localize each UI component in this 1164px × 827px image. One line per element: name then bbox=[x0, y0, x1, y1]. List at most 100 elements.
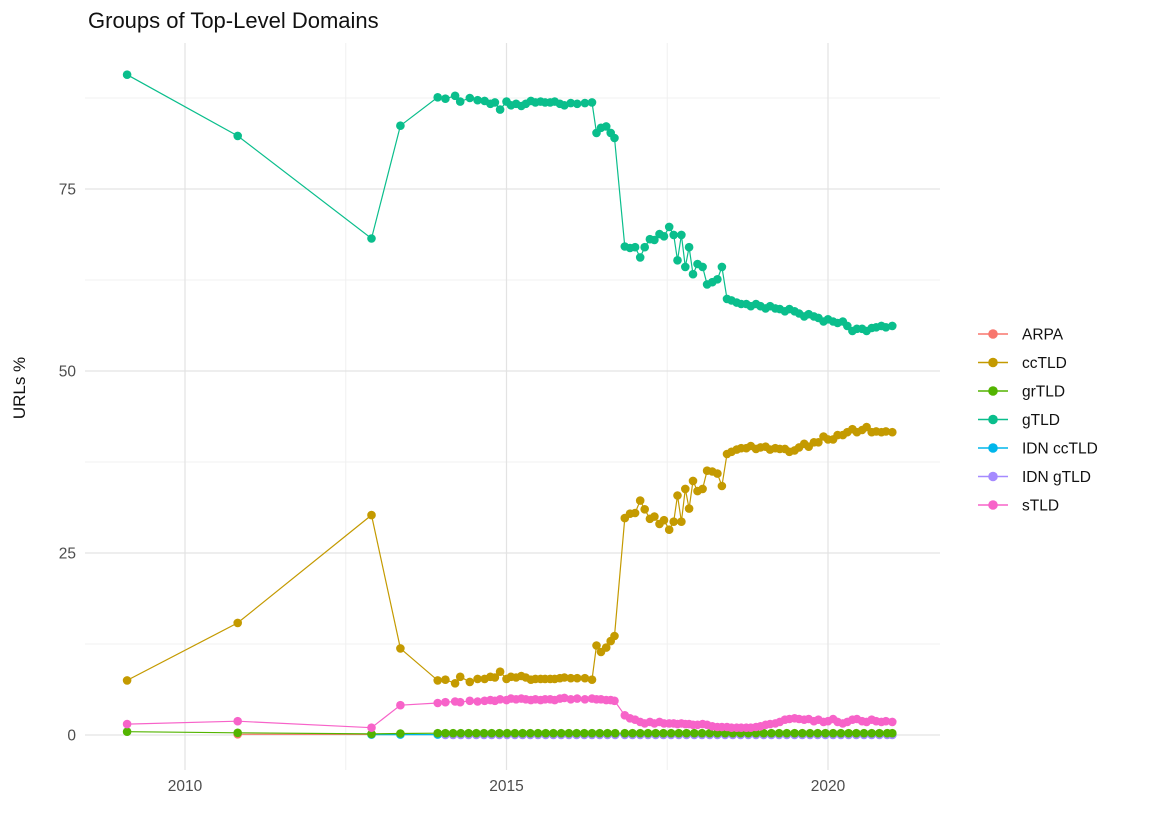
x-axis-tick-label: 2010 bbox=[168, 778, 203, 795]
data-point bbox=[490, 673, 500, 682]
data-point bbox=[673, 255, 682, 265]
data-point bbox=[465, 696, 475, 706]
data-point bbox=[518, 728, 527, 738]
data-point bbox=[684, 242, 694, 252]
data-point bbox=[690, 728, 699, 738]
data-point bbox=[587, 98, 597, 107]
data-point bbox=[888, 717, 897, 727]
legend-item-stld: sTLD bbox=[978, 498, 1059, 515]
data-point bbox=[572, 99, 582, 109]
data-point bbox=[533, 728, 543, 738]
data-point bbox=[495, 695, 505, 704]
data-point bbox=[122, 727, 132, 736]
data-point bbox=[495, 728, 504, 738]
data-point bbox=[688, 476, 698, 486]
data-point bbox=[566, 98, 576, 108]
data-point bbox=[595, 728, 604, 738]
data-point bbox=[233, 728, 242, 738]
data-point bbox=[774, 728, 784, 738]
data-point bbox=[456, 728, 466, 738]
series-gtld bbox=[122, 70, 897, 336]
data-point bbox=[677, 230, 686, 240]
data-point bbox=[592, 641, 601, 650]
data-point bbox=[688, 269, 698, 279]
legend-key-dot bbox=[988, 500, 998, 510]
data-point bbox=[455, 697, 465, 707]
data-point bbox=[664, 525, 674, 534]
data-point bbox=[713, 728, 722, 738]
data-point bbox=[630, 508, 640, 518]
data-point bbox=[441, 728, 450, 738]
data-point bbox=[367, 723, 376, 732]
data-point bbox=[396, 700, 405, 710]
data-point bbox=[587, 728, 597, 738]
legend-item-label: ARPA bbox=[1022, 327, 1064, 344]
data-point bbox=[674, 728, 684, 738]
data-point bbox=[479, 728, 489, 738]
data-point bbox=[441, 697, 450, 707]
legend-item-idn-cctld: IDN ccTLD bbox=[978, 441, 1098, 458]
series-stld bbox=[122, 693, 897, 732]
x-axis-tick-label: 2020 bbox=[811, 778, 846, 795]
legend-item-label: sTLD bbox=[1022, 498, 1059, 515]
data-point bbox=[433, 698, 443, 708]
data-point bbox=[650, 512, 659, 521]
data-point bbox=[510, 728, 520, 738]
data-point bbox=[233, 131, 242, 141]
y-axis-tick-label: 50 bbox=[59, 364, 77, 381]
data-point bbox=[233, 618, 242, 628]
data-point bbox=[681, 484, 690, 494]
data-point bbox=[367, 729, 376, 739]
data-point bbox=[455, 97, 465, 106]
data-point bbox=[473, 95, 482, 105]
data-point bbox=[396, 121, 405, 130]
data-point bbox=[881, 716, 891, 726]
data-point bbox=[635, 728, 645, 738]
data-point bbox=[572, 673, 582, 683]
data-point bbox=[875, 728, 884, 738]
data-point bbox=[669, 517, 678, 526]
legend-item-label: grTLD bbox=[1022, 384, 1065, 401]
data-point bbox=[684, 504, 694, 513]
data-point bbox=[465, 677, 475, 687]
data-point bbox=[464, 728, 473, 738]
data-point bbox=[705, 728, 714, 738]
data-point bbox=[450, 679, 460, 688]
data-point bbox=[549, 728, 558, 738]
data-point bbox=[767, 728, 776, 738]
data-point bbox=[396, 729, 405, 738]
data-point bbox=[610, 696, 619, 706]
data-point bbox=[490, 98, 500, 107]
data-point bbox=[650, 235, 659, 245]
legend-item-grtld: grTLD bbox=[978, 384, 1065, 401]
data-point bbox=[502, 728, 512, 738]
data-point bbox=[122, 676, 132, 685]
data-point bbox=[473, 674, 482, 684]
legend-key-dot bbox=[988, 329, 998, 339]
data-point bbox=[587, 675, 597, 684]
data-point bbox=[673, 491, 682, 500]
data-point bbox=[495, 105, 505, 114]
data-point bbox=[697, 728, 707, 738]
legend-item-label: IDN ccTLD bbox=[1022, 441, 1098, 458]
data-point bbox=[844, 728, 853, 738]
data-point bbox=[450, 91, 460, 101]
data-point bbox=[628, 728, 637, 738]
data-point bbox=[859, 728, 869, 738]
data-point bbox=[681, 262, 690, 272]
data-point bbox=[888, 427, 897, 437]
data-point bbox=[566, 673, 576, 683]
legend-key-dot bbox=[988, 357, 998, 368]
data-point bbox=[610, 631, 619, 641]
data-point bbox=[790, 728, 799, 738]
legend-item-label: IDN gTLD bbox=[1022, 469, 1091, 486]
data-point bbox=[455, 672, 465, 682]
data-point bbox=[396, 644, 405, 653]
data-point bbox=[560, 673, 569, 682]
data-point bbox=[122, 70, 132, 79]
data-point bbox=[566, 695, 576, 704]
data-point bbox=[465, 93, 475, 103]
data-point bbox=[659, 515, 669, 525]
